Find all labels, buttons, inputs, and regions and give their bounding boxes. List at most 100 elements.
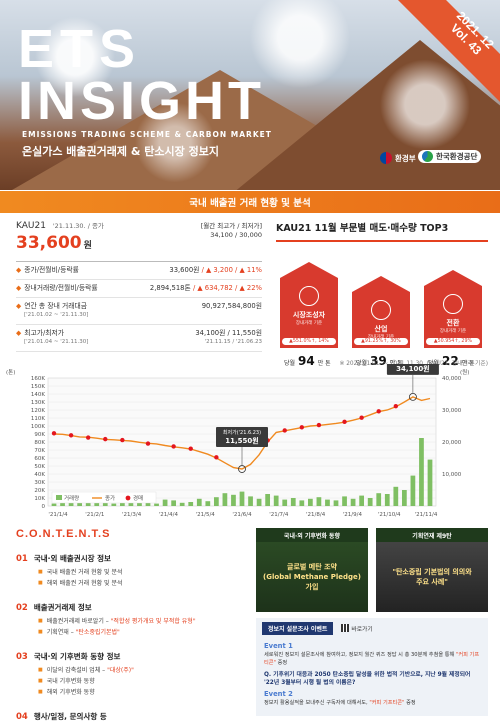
contents-title: 국내·외 기후변화 동향 정보 bbox=[33, 652, 121, 661]
row-change: / ▲ 634,782 / ▲ 22% bbox=[192, 284, 262, 292]
legend-box bbox=[51, 491, 157, 504]
summary-row: ◆ 최고가/최저가 ['21.01.04 ~ '21.11.30] 34,100원 … bbox=[16, 325, 262, 352]
left-tick-label: 50K bbox=[34, 464, 45, 470]
left-tick-label: 100K bbox=[31, 424, 45, 430]
event-link-label: 바로가기 bbox=[351, 627, 373, 633]
volume-bar bbox=[342, 496, 347, 506]
subitem-highlight: "대상(주)" bbox=[107, 667, 134, 674]
title-insight: INSIGHT bbox=[18, 71, 266, 131]
section-title-bar: 국내 배출권 거래 현황 및 분석 bbox=[0, 191, 500, 213]
contents-item[interactable]: 03 국내·외 기후변화 동향 정보이달의 감축설비 업체 – "대상(주)" 국내… bbox=[16, 644, 248, 698]
x-tick-label: '21/1/4 bbox=[48, 512, 68, 518]
top3-card: 시장조성자 장내거래 기준 ▲551.0%↑, 14% bbox=[280, 278, 338, 348]
contents-item[interactable]: 04 행사/일정, 문의사항 등 bbox=[16, 704, 248, 721]
annotation-value: 34,100원 bbox=[396, 364, 429, 373]
summary-row: ◆ 장내거래량/전월비/등락률 2,894,518톤 / ▲ 634,782 / … bbox=[16, 280, 262, 298]
volume-unit: 만 톤 bbox=[317, 360, 331, 367]
feature-box-header: 기획연재 제9탄 bbox=[376, 528, 488, 542]
annotation-box bbox=[386, 364, 439, 375]
left-tick-label: 70K bbox=[34, 448, 45, 454]
x-tick-label: '21/10/4 bbox=[378, 512, 401, 518]
auction-point bbox=[342, 419, 347, 425]
top3-arrow-head bbox=[280, 262, 338, 278]
volume-bar bbox=[376, 493, 382, 506]
closing-price-unit: 원 bbox=[83, 241, 92, 251]
sector-name: 산업 bbox=[374, 325, 388, 333]
sector-caption: 장내거래 기준 bbox=[295, 321, 323, 326]
volume-bar bbox=[145, 502, 151, 506]
feature-box-series[interactable]: 기획연재 제9탄 "탄소중립 기본법의 의의와 주요 사례" bbox=[376, 528, 488, 612]
top3-title: KAU21 11월 부문별 매도·매수량 TOP3 bbox=[276, 220, 488, 242]
contents-subitem: 국내 배출권 거래 현황 및 분석 bbox=[38, 567, 248, 578]
volume-bar bbox=[128, 502, 134, 506]
volume-bar bbox=[248, 496, 253, 506]
auction-point bbox=[188, 446, 193, 451]
contents-item[interactable]: 02 배출권거래제 정보배출권거래제 바로알기 – "적합성 평가개요 및 부적합… bbox=[16, 595, 248, 638]
corporation-emblem-icon bbox=[422, 151, 433, 162]
volume-bar bbox=[333, 500, 339, 506]
subitem-highlight: "탄소중립기본법" bbox=[75, 629, 120, 636]
contents-subitem: 이달의 감축설비 업체 – "대상(주)" bbox=[38, 665, 248, 676]
volume-bar bbox=[162, 499, 168, 506]
volume-bar bbox=[137, 501, 142, 506]
volume-bar bbox=[179, 502, 185, 506]
qr-icon bbox=[341, 624, 350, 632]
volume-bar bbox=[410, 475, 416, 506]
contents-item[interactable]: 01 국내·외 배출권시장 정보국내 배출권 거래 현황 및 분석 해외 배출권 … bbox=[16, 546, 248, 589]
x-tick-label: '21/7/4 bbox=[269, 512, 289, 518]
volume-bar bbox=[290, 498, 296, 506]
legend-label-volume: 거래량 bbox=[64, 494, 79, 502]
row-label: 최고가/최저가 bbox=[24, 329, 65, 337]
top3-arrow-head bbox=[424, 270, 482, 286]
sector-name: 전환 bbox=[446, 319, 460, 327]
corporation-name: 한국환경공단 bbox=[436, 152, 478, 161]
sector-change-pill: ▲91.25%↑, 30% bbox=[354, 338, 408, 345]
section-title: 국내 배출권 거래 현황 및 분석 bbox=[189, 198, 311, 209]
monthly-hilo-label: [월간 최고가 / 최저가] bbox=[200, 222, 262, 230]
contents-number: 01 bbox=[16, 554, 28, 564]
feature-box-climate[interactable]: 국내·외 기후변화 동향 글로벌 메탄 조약 (Global Methane P… bbox=[256, 528, 368, 612]
contents-title: 행사/일정, 문의사항 등 bbox=[33, 712, 107, 721]
volume-prefix: 당월 bbox=[284, 360, 296, 367]
volume-bar bbox=[393, 486, 399, 506]
event2-body: 정보지 활용실적을 보내주신 구독자에 대해서도, bbox=[264, 700, 368, 706]
x-tick-label: '21/8/4 bbox=[306, 512, 326, 518]
subitem-text: 해외 기후변화 동향 bbox=[46, 689, 95, 696]
volume-unit: 만 톤 bbox=[461, 360, 475, 367]
subitem-text: 국내 기후변화 동향 bbox=[46, 678, 95, 685]
row-value: 34,100원 / 11,550원 bbox=[195, 329, 262, 337]
summary-rows: ◆ 종가/전월비/등락률 33,600원 / ▲ 3,200 / ▲ 11% ◆ 장… bbox=[16, 261, 262, 352]
sector-icon bbox=[443, 294, 463, 314]
event2-end: 증정 bbox=[406, 700, 416, 706]
price-volume-chart: 160K 150K 140K 130K 120K 110K 100K 90K 80K 70K 60K… bbox=[6, 364, 469, 518]
left-tick-label: 0 bbox=[42, 504, 46, 510]
left-tick-label: 10K bbox=[34, 496, 45, 502]
row-value-sub: '21.11.15 / '21.06.23 bbox=[204, 339, 262, 345]
contents-subitem: 해외 기후변화 동향 bbox=[38, 687, 248, 698]
row-label: 연간 총 장내 거래대금 bbox=[24, 302, 87, 310]
table-of-contents: C.O.N.T.E.N.T.S 01 국내·외 배출권시장 정보국내 배출권 거래… bbox=[16, 528, 248, 721]
contents-subitem: 기획연재 – "탄소중립기본법" bbox=[38, 627, 248, 638]
corporation-logo: 한국환경공단 bbox=[418, 150, 482, 163]
contents-list: 01 국내·외 배출권시장 정보국내 배출권 거래 현황 및 분석 해외 배출권 … bbox=[16, 546, 248, 721]
top3-arrow-head bbox=[352, 276, 410, 292]
summary-row: ◆ 종가/전월비/등락률 33,600원 / ▲ 3,200 / ▲ 11% bbox=[16, 262, 262, 280]
volume-bar bbox=[239, 491, 245, 506]
contents-number: 03 bbox=[16, 652, 28, 662]
volume-bar bbox=[213, 497, 219, 506]
volume-value: 39 bbox=[370, 354, 387, 368]
event-link[interactable]: 바로가기 bbox=[341, 624, 373, 633]
sector-icon bbox=[299, 286, 319, 306]
price-summary: KAU21 '21.11.30. / 종가 33,600 원 [월간 최고가 / … bbox=[16, 220, 262, 352]
extreme-marker bbox=[409, 392, 417, 401]
legend-label-close: 종가 bbox=[105, 494, 115, 502]
volume-bar bbox=[427, 459, 433, 506]
volume-bar bbox=[419, 438, 424, 506]
x-tick-label: '21/2/1 bbox=[85, 512, 104, 518]
volume-bar bbox=[222, 493, 228, 506]
auction-point bbox=[51, 431, 57, 436]
volume-bar bbox=[188, 502, 194, 506]
bullet-icon: ◆ bbox=[16, 302, 22, 310]
auction-point bbox=[376, 409, 381, 414]
